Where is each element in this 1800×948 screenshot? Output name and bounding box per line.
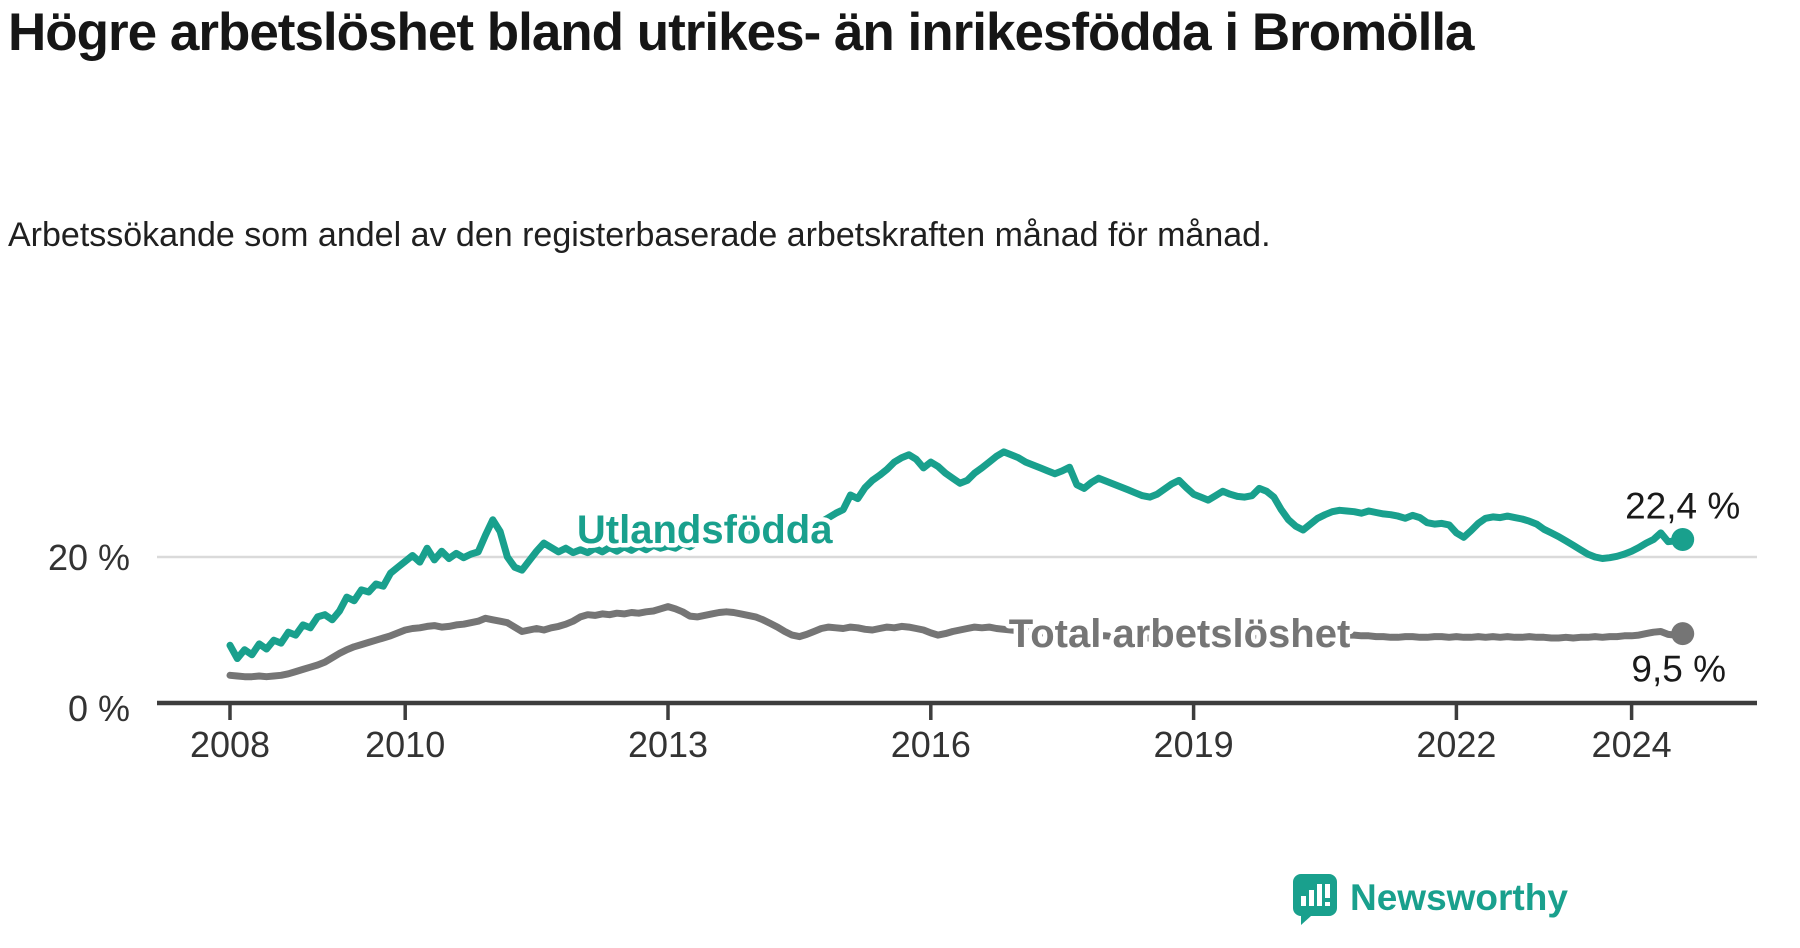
end-dot-total <box>1671 622 1695 646</box>
series-label-utlandsfodda: Utlandsfödda <box>577 508 833 552</box>
series-line-utlandsfodda <box>226 448 1687 662</box>
end-value-label-total: 9,5 % <box>1631 649 1726 690</box>
chart-subtitle: Arbetssökande som andel av den registerb… <box>8 216 1271 254</box>
y-axis-label-0: 0 % <box>68 688 130 729</box>
x-tick-label-2008: 2008 <box>190 724 270 765</box>
newsworthy-logo-icon <box>1293 874 1337 925</box>
logo-bubble-shape <box>1293 874 1337 925</box>
x-tick-label-2016: 2016 <box>891 724 971 765</box>
page-title: Högre arbetslöshet bland utrikes- än inr… <box>8 3 1475 62</box>
series-label-total: Total arbetslöshet <box>1009 612 1351 656</box>
end-value-label-utlandsfodda: 22,4 % <box>1625 485 1740 526</box>
newsworthy-logo: Newsworthy <box>1293 874 1568 925</box>
end-dot-utlandsfodda <box>1671 527 1695 551</box>
logo-bar-3 <box>1317 884 1322 906</box>
logo-bar-2 <box>1309 890 1314 906</box>
newsworthy-logo-text: Newsworthy <box>1350 877 1568 918</box>
logo-exclamation-stem <box>1325 884 1330 898</box>
logo-bar-1 <box>1301 896 1306 906</box>
y-axis-label-20: 20 % <box>48 537 130 578</box>
logo-exclamation-dot <box>1325 902 1330 906</box>
series-line-total <box>226 603 1687 681</box>
x-tick-label-2019: 2019 <box>1154 724 1234 765</box>
x-tick-label-2022: 2022 <box>1416 724 1496 765</box>
x-tick-label-2010: 2010 <box>365 724 445 765</box>
x-tick-label-2013: 2013 <box>628 724 708 765</box>
x-tick-label-2024: 2024 <box>1592 724 1672 765</box>
